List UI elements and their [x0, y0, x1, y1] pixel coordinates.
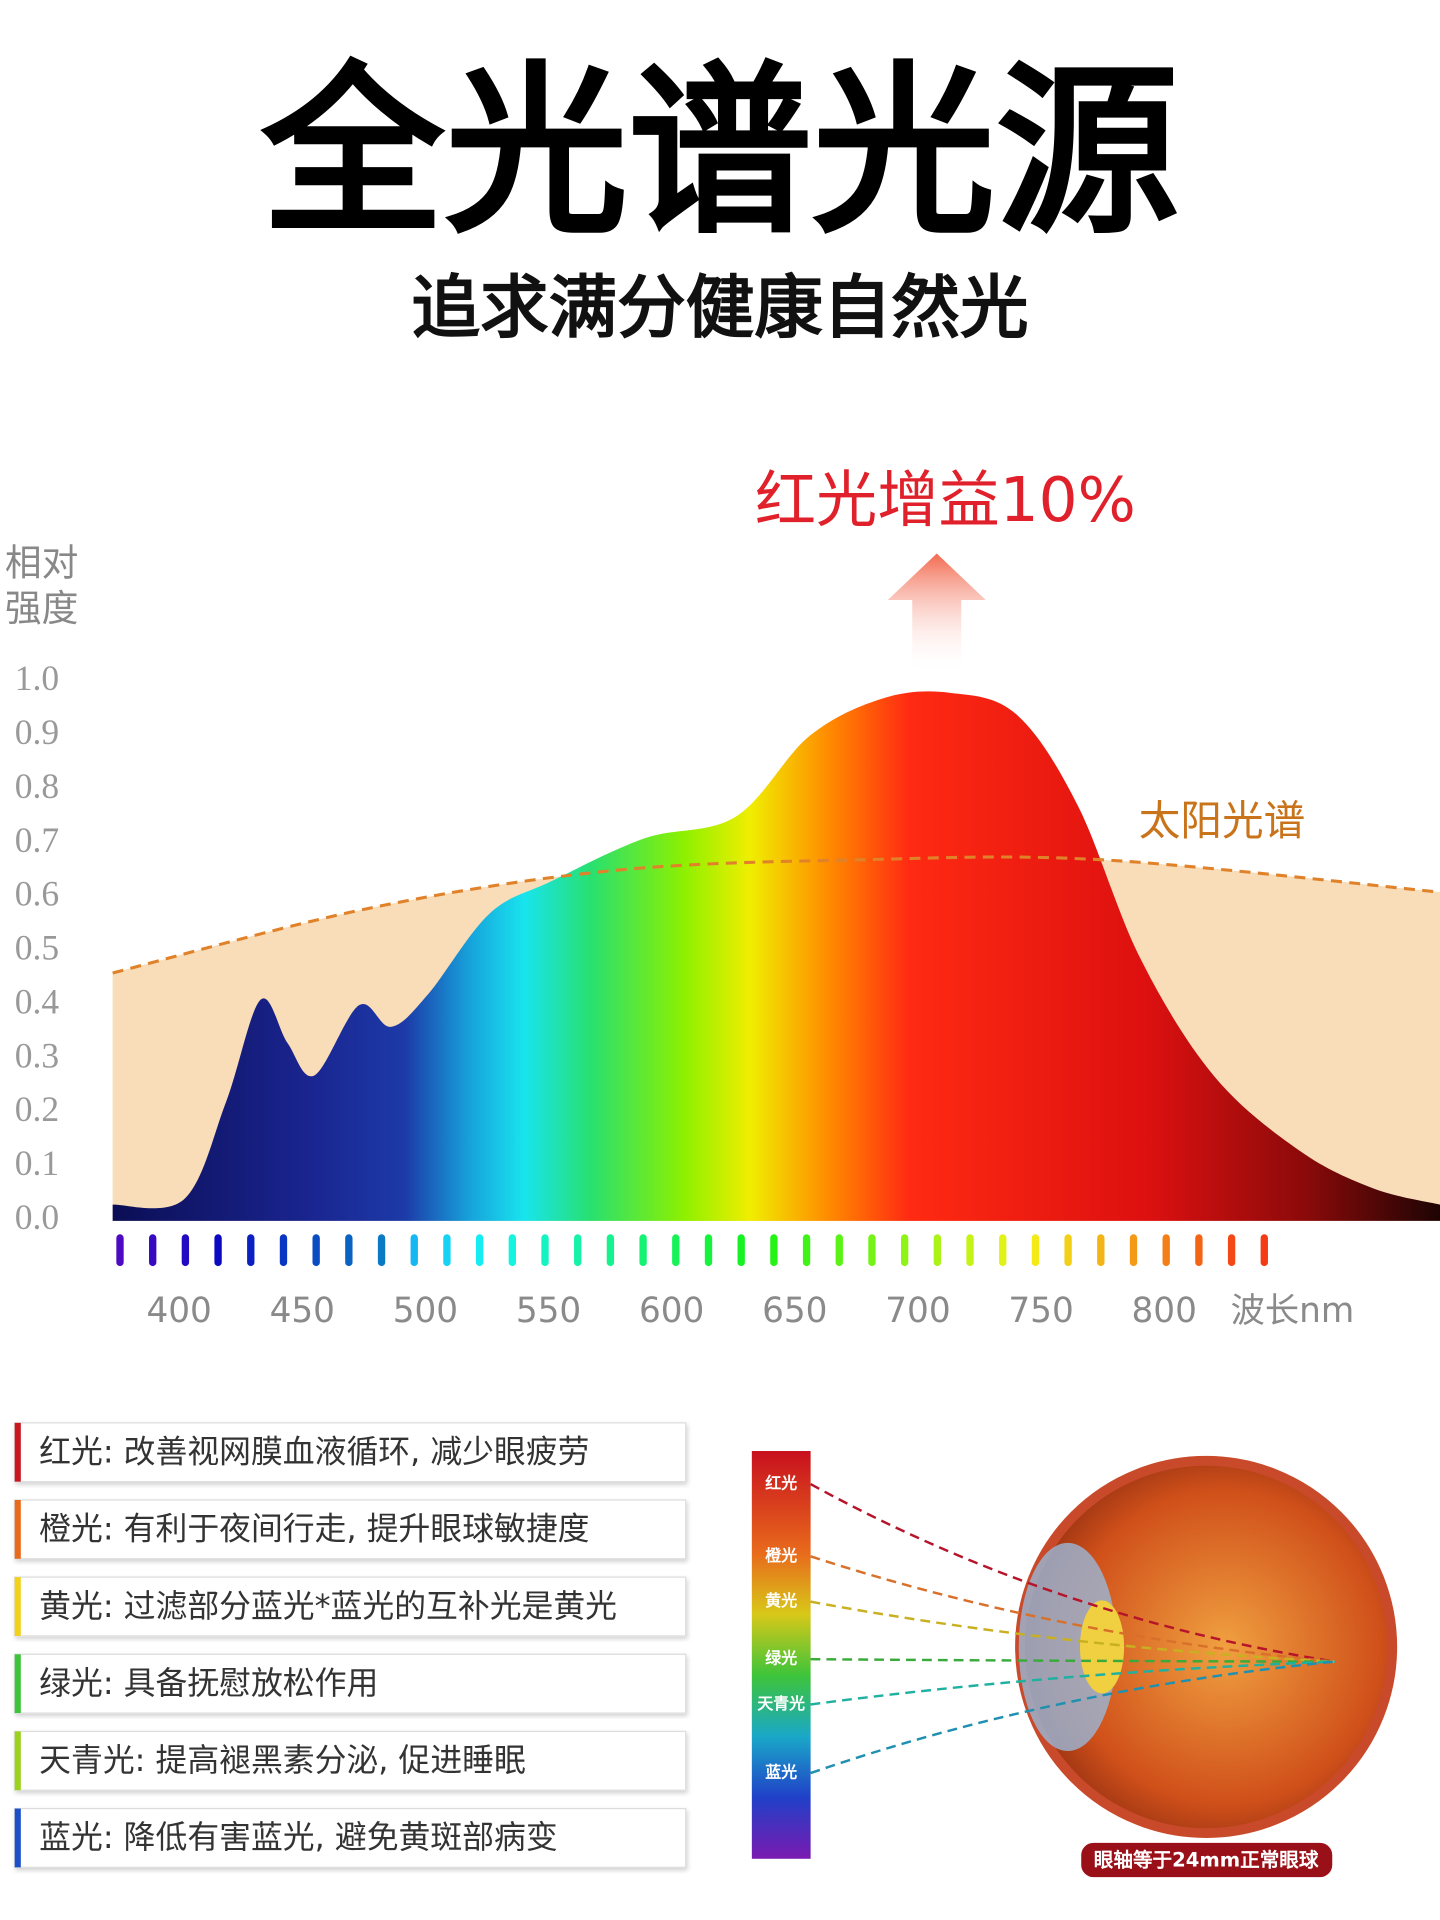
cornea — [1018, 1542, 1117, 1752]
subtitle: 追求满分健康自然光 — [411, 268, 1028, 348]
y-tick-label: 0.8 — [15, 766, 59, 806]
note-color — [14, 1577, 21, 1636]
y-tick-label: 0.1 — [15, 1143, 59, 1183]
band-label: 天青光 — [757, 1694, 805, 1713]
y-tick-label: 0.3 — [15, 1035, 59, 1075]
y-label-box: 相对强度 — [4, 542, 79, 631]
light-ray — [810, 1600, 1335, 1663]
light-ray — [810, 1660, 1335, 1775]
note-box — [14, 1422, 687, 1483]
x-tick-label: 450 — [270, 1291, 335, 1331]
lens — [1080, 1600, 1125, 1694]
note-color — [14, 1422, 21, 1482]
x-tick-label: 700 — [885, 1291, 950, 1331]
note-text: 红光: 改善视网膜血液循环, 减少眼疲劳 — [39, 1432, 589, 1470]
note-text: 橙光: 有利于夜间行走, 提升眼球敏捷度 — [39, 1510, 589, 1548]
note-box — [14, 1807, 687, 1868]
x-tick-label: 600 — [639, 1291, 704, 1331]
light-ray — [810, 1483, 1335, 1663]
x-tick-label: 550 — [516, 1291, 581, 1331]
title: 全光谱光源 — [260, 47, 1179, 260]
note-color — [14, 1654, 21, 1714]
sun-label: 太阳光谱 — [1139, 796, 1306, 845]
y-label: 相对强度 — [4, 542, 79, 631]
note-box — [14, 1576, 687, 1637]
x-label: 波长nm — [1231, 1291, 1355, 1331]
light-ray — [810, 1660, 1335, 1706]
note-box — [14, 1730, 687, 1791]
y-tick-label: 0.6 — [15, 874, 59, 914]
annotation: 红光增益10% — [755, 465, 1136, 536]
x-tick-label: 650 — [762, 1291, 827, 1331]
y-tick-label: 0.5 — [15, 928, 59, 968]
caption-badge — [1081, 1842, 1333, 1878]
y-tick-label: 0.9 — [15, 712, 59, 752]
gain-arrow — [887, 553, 986, 674]
light-ray — [810, 1657, 1335, 1663]
x-tick-label: 400 — [146, 1291, 211, 1331]
note-text: 天青光: 提高褪黑素分泌, 促进睡眠 — [39, 1741, 526, 1779]
y-tick-label: 0.2 — [15, 1089, 59, 1129]
note-box — [14, 1653, 687, 1714]
x-tick-label: 500 — [393, 1291, 458, 1331]
note-color — [14, 1731, 21, 1791]
note-text: 黄光: 过滤部分蓝光*蓝光的互补光是黄光 — [39, 1587, 617, 1625]
note-color — [14, 1808, 21, 1868]
note-text: 蓝光: 降低有害蓝光, 避免黄斑部病变 — [39, 1818, 558, 1856]
y-tick-label: 1.0 — [15, 658, 59, 698]
spectrum-area — [112, 691, 1440, 1221]
band-label: 橙光 — [765, 1546, 797, 1565]
spectrum-bar — [751, 1451, 811, 1859]
eye-caption: 眼轴等于24mm正常眼球 — [1094, 1849, 1319, 1872]
x-tick-label: 800 — [1131, 1291, 1196, 1331]
y-tick-label: 0.0 — [15, 1197, 59, 1237]
band-label: 绿光 — [765, 1649, 797, 1668]
note-color — [14, 1500, 21, 1559]
y-tick-label: 0.4 — [15, 981, 60, 1021]
light-ray — [810, 1555, 1335, 1663]
y-tick-label: 0.7 — [15, 820, 59, 860]
band-label: 红光 — [765, 1474, 797, 1493]
x-tick-label: 750 — [1008, 1291, 1073, 1331]
band-label: 黄光 — [765, 1591, 797, 1610]
band-label: 蓝光 — [765, 1763, 797, 1782]
note-text: 绿光: 具备抚慰放松作用 — [39, 1664, 378, 1702]
sun-line — [112, 855, 1440, 975]
